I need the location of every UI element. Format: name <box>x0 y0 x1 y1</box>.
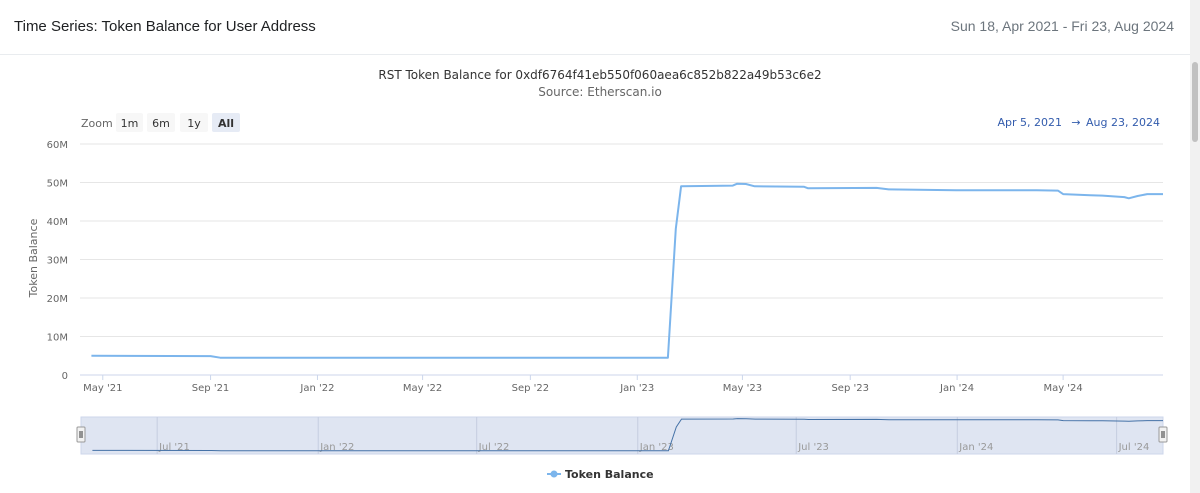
zoom-all-label: All <box>218 117 234 130</box>
chart-subtitle: Source: Etherscan.io <box>538 85 662 99</box>
y-axis-title: Token Balance <box>27 218 40 298</box>
x-tick-label: May '22 <box>403 383 442 394</box>
y-axis-ticks: 0 10M 20M 30M 40M 50M 60M <box>47 140 68 382</box>
x-tick-label: Jan '24 <box>939 383 974 394</box>
zoom-all-button[interactable] <box>212 113 240 132</box>
y-tick-label: 40M <box>47 217 68 228</box>
page-scrollbar[interactable] <box>1190 0 1200 493</box>
legend[interactable]: Token Balance <box>547 468 654 481</box>
range-arrow: → <box>1071 116 1080 129</box>
navigator-left-handle[interactable] <box>76 426 86 443</box>
x-tick-label: Sep '21 <box>192 383 230 394</box>
header-date-range: Sun 18, Apr 2021 - Fri 23, Aug 2024 <box>950 18 1174 34</box>
y-tick-label: 60M <box>47 140 68 151</box>
zoom-1y-button[interactable] <box>180 113 208 132</box>
zoom-1y-label: 1y <box>187 117 201 130</box>
range-selector: Zoom 1m 6m 1y All Apr 5, 2021 → Aug 23, … <box>81 113 1160 132</box>
zoom-1m-label: 1m <box>121 117 139 130</box>
legend-item-token-balance[interactable]: Token Balance <box>565 468 654 481</box>
header: Time Series: Token Balance for User Addr… <box>0 0 1190 55</box>
navigator-tick-label: Jul '21 <box>158 442 190 453</box>
x-tick-label: May '24 <box>1043 383 1082 394</box>
series-line-token-balance <box>91 182 1163 359</box>
zoom-label: Zoom <box>81 117 113 130</box>
x-axis-ticks: May '21 Sep '21 Jan '22 May '22 Sep '22 Jan '… <box>83 375 1083 394</box>
x-tick-label: Sep '23 <box>831 383 869 394</box>
plot-area <box>91 182 1163 359</box>
y-tick-label: 20M <box>47 294 68 305</box>
navigator-tick-label: Jan '23 <box>639 442 674 453</box>
zoom-6m-button[interactable] <box>147 113 175 132</box>
navigator-tick-label: Jan '22 <box>319 442 354 453</box>
zoom-1m-button[interactable] <box>116 113 143 132</box>
navigator-selection[interactable] <box>80 416 1164 455</box>
x-tick-label: May '23 <box>723 383 762 394</box>
y-tick-label: 30M <box>47 256 68 267</box>
navigator-series-line <box>92 418 1163 452</box>
navigator-tick-label: Jul '24 <box>1118 442 1150 453</box>
scrollbar-thumb[interactable] <box>1192 62 1198 142</box>
y-tick-label: 0 <box>62 371 68 382</box>
x-tick-label: Sep '22 <box>512 383 550 394</box>
navigator[interactable]: Jul '21 Jan '22 Jul '22 Jan '23 Jul '23 Jan '… <box>76 416 1168 455</box>
x-tick-label: May '21 <box>83 383 122 394</box>
legend-point-marker <box>550 470 558 478</box>
grid-lines <box>80 143 1163 337</box>
navigator-tick-label: Jul '23 <box>797 442 829 453</box>
range-to-input[interactable]: Aug 23, 2024 <box>1086 116 1160 129</box>
range-from-input[interactable]: Apr 5, 2021 <box>997 116 1062 129</box>
navigator-tick-label: Jan '24 <box>958 442 993 453</box>
navigator-right-handle[interactable] <box>1158 426 1168 443</box>
page-title: Time Series: Token Balance for User Addr… <box>14 18 316 35</box>
navigator-tick-label: Jul '22 <box>478 442 510 453</box>
y-tick-label: 10M <box>47 333 68 344</box>
y-tick-label: 50M <box>47 179 68 190</box>
x-tick-label: Jan '23 <box>619 383 654 394</box>
zoom-6m-label: 6m <box>152 117 170 130</box>
chart-title: RST Token Balance for 0xdf6764f41eb550f0… <box>378 68 821 82</box>
x-tick-label: Jan '22 <box>299 383 334 394</box>
